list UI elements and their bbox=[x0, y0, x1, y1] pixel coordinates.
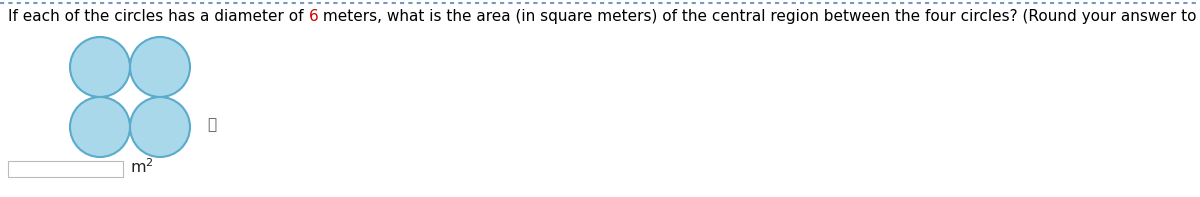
Text: If each of the circles has a diameter of: If each of the circles has a diameter of bbox=[8, 9, 308, 24]
FancyBboxPatch shape bbox=[8, 161, 124, 177]
Circle shape bbox=[70, 37, 130, 97]
Circle shape bbox=[70, 97, 130, 157]
Text: meters, what is the area (in square meters) of the central region between the fo: meters, what is the area (in square mete… bbox=[318, 9, 1200, 24]
Circle shape bbox=[130, 37, 190, 97]
Text: m$^2$: m$^2$ bbox=[130, 158, 154, 176]
Circle shape bbox=[130, 97, 190, 157]
Text: ⓘ: ⓘ bbox=[208, 117, 216, 133]
Text: 6: 6 bbox=[308, 9, 318, 24]
